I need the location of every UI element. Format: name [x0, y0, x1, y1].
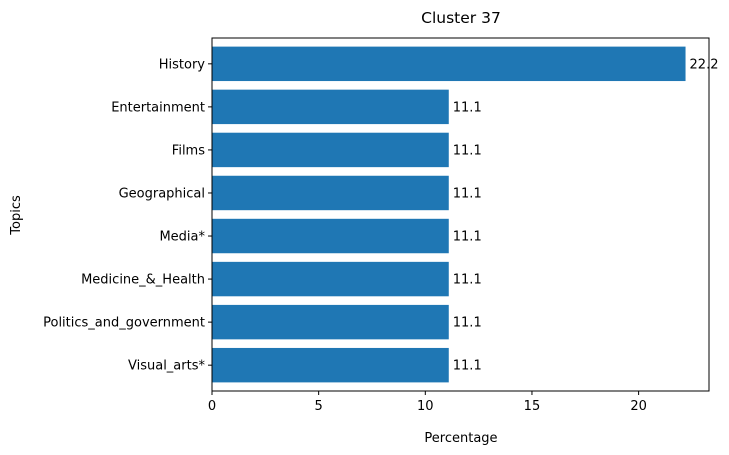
data-label-films: 11.1 [453, 143, 482, 158]
y-tick-label-entertainment: Entertainment [111, 100, 205, 115]
bar-entertainment [212, 89, 449, 125]
y-tick-label-visual-arts: Visual_arts* [128, 359, 205, 374]
x-tick-label: 0 [208, 399, 216, 414]
bar-media [212, 218, 449, 254]
x-axis-label: Percentage [424, 431, 497, 446]
y-tick-label-films: Films [172, 143, 205, 158]
bars-group [212, 46, 686, 383]
data-label-entertainment: 11.1 [453, 100, 482, 115]
bar-visual-arts [212, 347, 449, 383]
y-tick-label-geographical: Geographical [119, 186, 205, 201]
data-label-visual-arts: 11.1 [453, 359, 482, 374]
bar-history [212, 46, 686, 82]
data-label-medicine-health: 11.1 [453, 273, 482, 288]
y-axis: History Entertainment Films Geographical Med… [43, 57, 212, 374]
data-label-history: 22.2 [690, 57, 719, 72]
y-tick-label-politics-and-government: Politics_and_government [43, 316, 205, 331]
plot-frame [211, 37, 710, 392]
y-tick-label-history: History [159, 57, 206, 72]
x-tick-label: 20 [630, 399, 647, 414]
x-tick-label: 15 [524, 399, 541, 414]
data-label-media: 11.1 [453, 230, 482, 245]
bar-geographical [212, 175, 449, 211]
chart-title: Cluster 37 [421, 9, 501, 27]
data-label-geographical: 11.1 [453, 186, 482, 201]
y-axis-label: Topics [9, 195, 24, 236]
x-axis: 0 5 10 15 20 [208, 391, 647, 414]
x-tick-label: 10 [417, 399, 434, 414]
y-tick-label-media: Media* [159, 230, 205, 245]
data-labels-group: 22.2 11.1 11.1 11.1 11.1 11.1 11.1 11.1 [453, 57, 719, 373]
y-tick-label-medicine-health: Medicine_&_Health [81, 273, 205, 288]
bar-medicine-health [212, 261, 449, 297]
bar-films [212, 132, 449, 168]
x-tick-label: 5 [315, 399, 323, 414]
bar-politics-and-government [212, 304, 449, 340]
data-label-politics-and-government: 11.1 [453, 316, 482, 331]
